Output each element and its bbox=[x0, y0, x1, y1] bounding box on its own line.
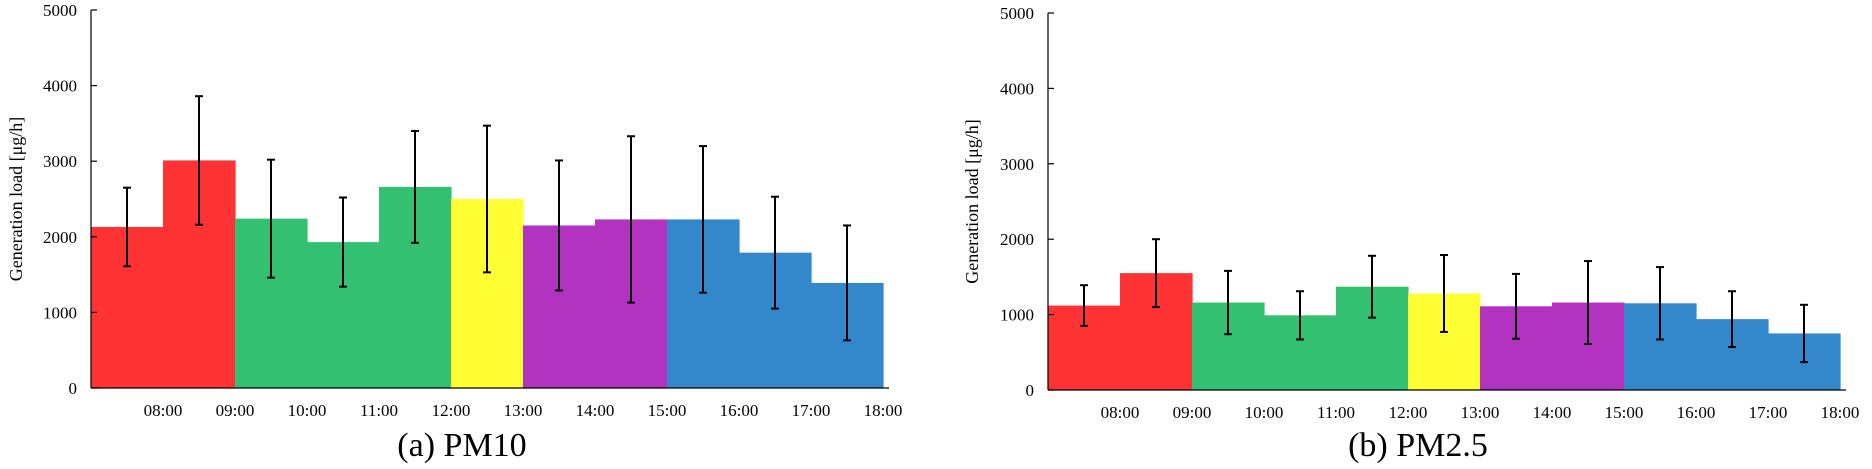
x-tick-label: 15:00 bbox=[648, 401, 687, 420]
error-bar bbox=[1728, 290, 1736, 349]
y-tick-label: 5000 bbox=[1000, 4, 1034, 23]
y-axis-title: Generation load [μg/h] bbox=[962, 119, 982, 284]
y-tick-label: 2000 bbox=[1000, 230, 1034, 249]
error-bar bbox=[771, 195, 779, 310]
x-tick-label: 08:00 bbox=[1101, 403, 1140, 422]
error-bar bbox=[843, 224, 851, 342]
error-bar bbox=[1584, 260, 1592, 346]
error-bar bbox=[123, 186, 131, 268]
error-bar bbox=[1512, 272, 1520, 340]
error-bar bbox=[555, 159, 563, 292]
y-tick-label: 5000 bbox=[43, 1, 77, 20]
y-tick-label: 0 bbox=[69, 379, 78, 398]
x-tick-label: 17:00 bbox=[1749, 403, 1788, 422]
y-tick-label: 2000 bbox=[43, 228, 77, 247]
x-tick-label: 14:00 bbox=[576, 401, 615, 420]
x-tick-label: 14:00 bbox=[1533, 403, 1572, 422]
x-tick-label: 17:00 bbox=[792, 401, 831, 420]
error-bar bbox=[1152, 238, 1160, 309]
x-tick-label: 10:00 bbox=[1245, 403, 1284, 422]
y-tick-label: 1000 bbox=[43, 303, 77, 322]
panel-caption: (a) PM10 bbox=[397, 427, 526, 464]
error-bar bbox=[267, 158, 275, 279]
chart-panel-1: 0 1000 2000 3000 4000 5000 08:00 09:00 10:00 11:0… bbox=[6, 1, 902, 464]
error-bar bbox=[1224, 269, 1232, 336]
x-tick-label: 13:00 bbox=[1461, 403, 1500, 422]
x-tick-label: 11:00 bbox=[360, 401, 398, 420]
x-tick-label: 08:00 bbox=[144, 401, 183, 420]
y-tick-label: 3000 bbox=[43, 152, 77, 171]
error-bar bbox=[1656, 266, 1664, 341]
x-tick-label: 18:00 bbox=[1821, 403, 1860, 422]
x-tick-label: 16:00 bbox=[720, 401, 759, 420]
x-tick-label: 09:00 bbox=[1173, 403, 1212, 422]
error-bar bbox=[627, 135, 635, 304]
error-bar bbox=[339, 196, 347, 288]
x-tick-label: 09:00 bbox=[216, 401, 255, 420]
y-tick-label: 1000 bbox=[1000, 306, 1034, 325]
panel-caption: (b) PM2.5 bbox=[1348, 427, 1488, 464]
x-tick-label: 18:00 bbox=[864, 401, 903, 420]
error-bar bbox=[411, 129, 419, 244]
x-tick-label: 15:00 bbox=[1605, 403, 1644, 422]
error-bar bbox=[1080, 284, 1088, 327]
chart-panel-2: 0 1000 2000 3000 4000 5000 08:00 09:00 10:00 11:0… bbox=[962, 4, 1859, 464]
y-tick-label: 0 bbox=[1026, 381, 1035, 400]
error-bar bbox=[195, 95, 203, 226]
y-tick-label: 4000 bbox=[43, 77, 77, 96]
x-tick-label: 13:00 bbox=[504, 401, 543, 420]
x-tick-label: 12:00 bbox=[1389, 403, 1428, 422]
error-bar bbox=[1296, 290, 1304, 341]
x-tick-label: 16:00 bbox=[1677, 403, 1716, 422]
error-bar bbox=[1800, 303, 1808, 364]
error-bar bbox=[699, 145, 707, 294]
error-bar bbox=[1440, 254, 1448, 333]
x-tick-label: 12:00 bbox=[432, 401, 471, 420]
error-bar bbox=[483, 124, 491, 274]
y-tick-label: 3000 bbox=[1000, 155, 1034, 174]
error-bar bbox=[1368, 254, 1376, 319]
x-tick-label: 11:00 bbox=[1317, 403, 1355, 422]
x-tick-label: 10:00 bbox=[288, 401, 327, 420]
y-axis-title: Generation load [μg/h] bbox=[6, 117, 26, 282]
y-tick-label: 4000 bbox=[1000, 79, 1034, 98]
